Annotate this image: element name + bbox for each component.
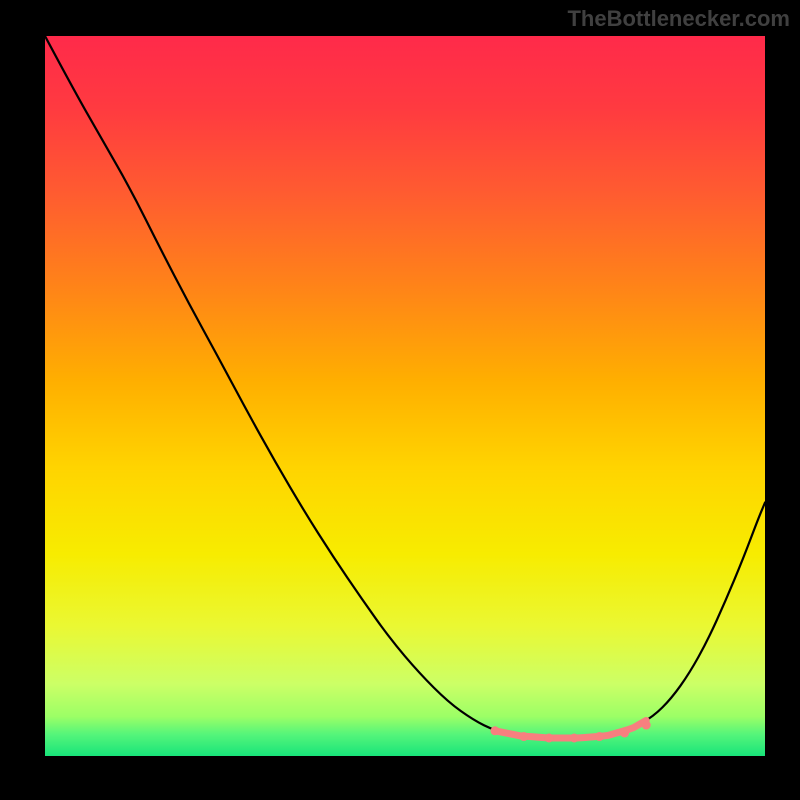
valley-highlight-dot bbox=[519, 732, 528, 741]
watermark-text: TheBottlenecker.com bbox=[567, 6, 790, 32]
valley-highlight-dot bbox=[642, 721, 651, 730]
bottleneck-chart bbox=[45, 36, 765, 756]
gradient-background bbox=[45, 36, 765, 756]
valley-highlight-dot bbox=[620, 728, 629, 737]
chart-frame: TheBottlenecker.com bbox=[0, 0, 800, 800]
valley-highlight-dot bbox=[570, 734, 579, 743]
valley-highlight-dot bbox=[595, 732, 604, 741]
valley-highlight-dot bbox=[491, 726, 500, 735]
valley-highlight-dot bbox=[545, 734, 554, 743]
